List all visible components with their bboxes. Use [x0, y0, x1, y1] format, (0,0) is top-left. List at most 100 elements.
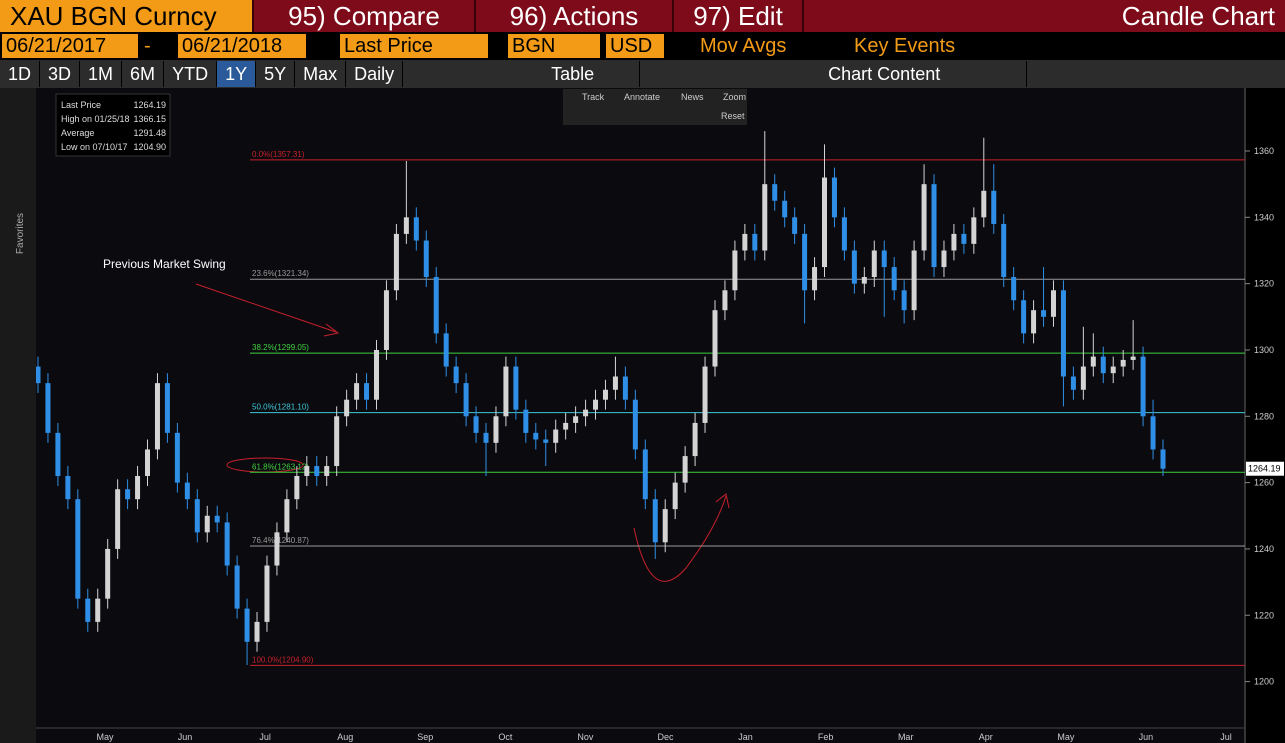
candle-body — [214, 515, 220, 523]
y-tick-label: 1220 — [1254, 610, 1274, 620]
candle-body — [1140, 356, 1146, 417]
candle-body — [682, 456, 688, 483]
range-button[interactable]: 1D — [0, 61, 41, 87]
ticker[interactable]: XAU BGN Curncy — [0, 0, 254, 32]
currency[interactable]: USD — [606, 34, 664, 58]
candle-body — [224, 522, 230, 566]
legend-name: High on 01/25/18 — [61, 114, 130, 124]
fib-label: 100.0%(1204.90) — [252, 655, 314, 664]
candle-body — [782, 200, 788, 218]
y-tick-label: 1340 — [1254, 212, 1274, 222]
candle-body — [95, 598, 101, 622]
chart-content[interactable]: Chart Content — [820, 61, 1028, 87]
candle-body — [533, 432, 539, 440]
favorites[interactable]: Favorites — [15, 212, 27, 255]
candle-body — [264, 565, 270, 622]
candle-body — [75, 499, 81, 599]
candle-body — [1021, 300, 1027, 334]
y-tick-label: 1300 — [1254, 345, 1274, 355]
field[interactable]: Last Price — [340, 34, 488, 58]
candle-body — [553, 429, 559, 443]
candle-body — [105, 548, 111, 599]
candle-body — [802, 233, 808, 291]
candle-body — [1120, 359, 1126, 367]
candle-body — [473, 416, 479, 433]
x-tick-label: Apr — [979, 732, 993, 742]
source[interactable]: BGN — [508, 34, 600, 58]
range-button[interactable]: 5Y — [256, 61, 296, 87]
candle-body — [364, 383, 370, 400]
x-tick-label: May — [96, 732, 114, 742]
candle-body — [732, 250, 738, 291]
candle-body — [324, 466, 330, 476]
candle-body — [125, 489, 131, 500]
candle-body — [1031, 310, 1037, 334]
candle-body — [135, 475, 141, 500]
candle-body — [184, 482, 190, 500]
candle-body — [662, 509, 668, 543]
candle-body — [722, 290, 728, 311]
fib-label: 76.4%(1240.87) — [252, 536, 309, 545]
candle-body — [901, 290, 907, 311]
candle-body — [831, 177, 837, 218]
chart: Previous Market Swing 1200 1220 1240 1260 12… — [36, 88, 1285, 743]
mov-avgs[interactable]: Mov Avgs — [700, 35, 787, 57]
x-tick-label: May — [1057, 732, 1075, 742]
x-tick-label: Jan — [738, 732, 753, 742]
x-tick-label: Dec — [657, 732, 674, 742]
candle-body — [911, 250, 917, 311]
candle-body — [1160, 449, 1166, 469]
table-button[interactable]: Table — [543, 61, 641, 87]
candle-body — [194, 499, 200, 533]
candle-body — [523, 409, 529, 433]
range-button[interactable]: 6M — [122, 61, 165, 87]
range-button[interactable]: YTD — [164, 61, 218, 87]
candle-body — [851, 250, 857, 284]
candle-body — [1130, 356, 1136, 360]
compare[interactable]: 95) Compare — [254, 0, 476, 32]
candle-body — [154, 383, 160, 450]
y-tick-label: 1260 — [1254, 478, 1274, 488]
candle-body — [314, 466, 320, 476]
actions[interactable]: 96) Actions — [476, 0, 674, 32]
x-tick-label: Jun — [178, 732, 193, 742]
fib-label: 23.6%(1321.34) — [252, 269, 309, 278]
chart-tool[interactable]: Annotate — [624, 92, 660, 102]
fib-label: 0.0%(1357.31) — [252, 150, 305, 159]
range-button[interactable]: Daily — [346, 61, 404, 87]
end-date[interactable]: 06/21/2018 — [178, 34, 306, 58]
candle-body — [234, 565, 240, 609]
candle-body — [871, 250, 877, 278]
key-events[interactable]: Key Events — [854, 35, 956, 57]
candle-body — [1150, 416, 1156, 450]
x-tick-label: Sep — [417, 732, 433, 742]
legend-name: Last Price — [61, 100, 101, 110]
fib-label: 61.8%(1263.12) — [252, 462, 309, 471]
range-button[interactable]: 1M — [80, 61, 123, 87]
range-button[interactable]: 3D — [40, 61, 81, 87]
candle-body — [1001, 223, 1007, 278]
candle-body — [612, 376, 618, 390]
candle-body — [1090, 356, 1096, 367]
tools-bg — [563, 89, 747, 125]
legend-name: Average — [61, 128, 94, 138]
chart-tool[interactable]: Zoom — [723, 92, 746, 102]
edit[interactable]: 97) Edit — [674, 0, 804, 32]
fib-label: 50.0%(1281.10) — [252, 403, 309, 412]
candle-body — [115, 489, 121, 549]
candle-body — [951, 233, 957, 251]
range-button[interactable]: 1Y — [217, 61, 257, 87]
candle-body — [483, 432, 489, 443]
price-tag: 1264.19 — [1248, 464, 1281, 474]
candle-body — [204, 515, 210, 533]
candle-body — [543, 439, 549, 443]
y-tick-label: 1360 — [1254, 146, 1274, 156]
legend-value: 1264.19 — [133, 100, 166, 110]
chart-tool[interactable]: News — [681, 92, 704, 102]
chart-tool[interactable]: Track — [582, 92, 605, 102]
candle-body — [254, 621, 260, 642]
candle-body — [792, 217, 798, 234]
x-tick-label: Mar — [898, 732, 914, 742]
start-date[interactable]: 06/21/2017 — [2, 34, 138, 58]
range-button[interactable]: Max — [295, 61, 347, 87]
